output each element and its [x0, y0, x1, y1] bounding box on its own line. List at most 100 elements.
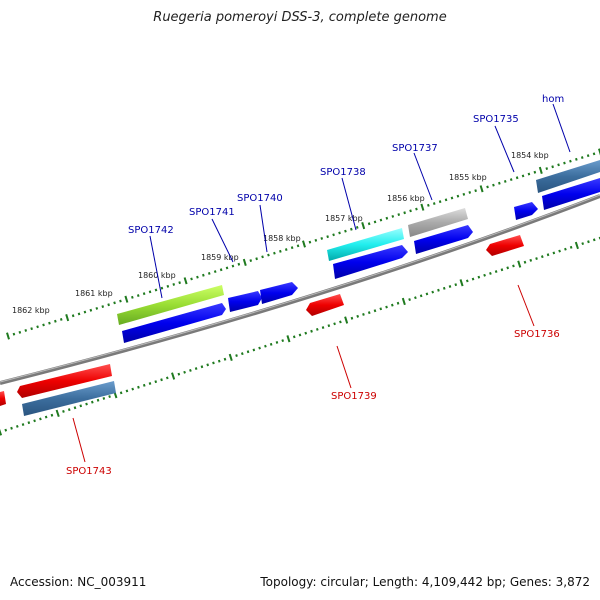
scale-tick [90, 400, 94, 404]
gene-label-hom[interactable]: hom [542, 94, 564, 105]
scale-tick [437, 288, 440, 292]
scale-tick [361, 222, 366, 230]
scale-tick [379, 307, 383, 311]
scale-tick [523, 260, 527, 264]
scale-tick [538, 166, 543, 174]
scale-ticks-bottom [0, 236, 600, 436]
gene-label-spo1738[interactable]: SPO1738 [320, 167, 366, 178]
scale-tick [246, 350, 250, 354]
scale-tick [207, 272, 211, 275]
scale-tick [314, 238, 318, 242]
scale-tick [459, 279, 464, 287]
feature-spo1743-cds[interactable] [22, 381, 116, 416]
gene-label-spo1742[interactable]: SPO1742 [128, 225, 174, 236]
scale-label: 1862 kbp [12, 306, 50, 315]
scale-tick [212, 361, 215, 365]
gene-label-spo1736[interactable]: SPO1736 [514, 329, 560, 340]
feature-spo1742-cds[interactable] [122, 303, 226, 343]
scale-tick [279, 249, 282, 253]
scale-tick [592, 238, 596, 242]
scale-tick [315, 327, 319, 331]
scale-tick [350, 316, 354, 320]
gene-label-spo1741[interactable]: SPO1741 [189, 207, 235, 218]
scale-tick [533, 170, 537, 174]
scale-tick [96, 398, 100, 402]
feature-spo1738[interactable] [327, 228, 404, 261]
scale-tick [431, 290, 435, 294]
scale-tick [281, 339, 285, 343]
scale-tick [592, 152, 596, 156]
gene-label-spo1743[interactable]: SPO1743 [66, 466, 112, 477]
feature-left-edge[interactable] [0, 391, 6, 406]
scale-label: 1857 kbp [325, 214, 363, 223]
scale-tick [327, 324, 331, 328]
feature-hom[interactable] [536, 160, 600, 193]
scale-tick [0, 428, 3, 436]
scale-label: 1858 kbp [263, 234, 301, 243]
scale-tick [154, 380, 158, 384]
scale-tick [465, 279, 469, 283]
scale-tick [551, 165, 554, 169]
scale-label: 1859 kbp [201, 253, 239, 262]
feature-spo1741[interactable] [228, 291, 262, 312]
scale-tick [290, 246, 294, 250]
feature-spo1742[interactable] [117, 285, 224, 325]
scale-tick [183, 277, 188, 285]
feature-spo1737[interactable] [408, 208, 468, 237]
scale-tick [515, 176, 519, 180]
gene-label-spo1737[interactable]: SPO1737 [392, 143, 438, 154]
gene-label-spo1739[interactable]: SPO1739 [331, 391, 377, 402]
scale-label: 1860 kbp [138, 271, 176, 280]
scale-tick [432, 202, 436, 205]
gene-label-spo1735[interactable]: SPO1735 [473, 114, 519, 125]
feature-spo1739[interactable] [306, 294, 344, 316]
scale-tick [48, 321, 51, 325]
scale-tick [540, 255, 544, 259]
scale-tick [71, 314, 75, 318]
scale-tick [261, 255, 264, 259]
feature-hom-cds[interactable] [542, 178, 600, 210]
scale-tick [569, 245, 573, 249]
gene-label-spo1740[interactable]: SPO1740 [237, 193, 283, 204]
scale-ticks-top [6, 148, 600, 340]
scale-tick [385, 305, 388, 309]
scale-tick [219, 268, 223, 272]
scale-tick [506, 266, 510, 270]
feature-spo1743[interactable] [17, 364, 112, 398]
scale-tick [527, 172, 531, 176]
scale-tick [535, 257, 538, 260]
scale-tick [190, 277, 193, 281]
scale-tick [189, 368, 192, 372]
scale-tick [50, 413, 54, 417]
scale-label: 1856 kbp [387, 194, 425, 203]
feature-spo1738-cds[interactable] [333, 245, 408, 279]
scale-tick [580, 156, 584, 159]
scale-tick [310, 329, 313, 333]
scale-tick [258, 346, 261, 350]
feature-spo1736[interactable] [486, 235, 524, 256]
scale-tick [479, 185, 484, 193]
scale-tick [308, 240, 312, 244]
scale-tick [390, 303, 394, 307]
scale-tick [124, 295, 129, 303]
reverse-features [0, 235, 524, 416]
scale-tick [33, 419, 36, 423]
scale-tick [462, 192, 466, 196]
scale-tick [509, 178, 513, 182]
scale-tick [414, 296, 417, 300]
scale-tick [471, 277, 475, 281]
scale-tick [54, 319, 57, 323]
scale-tick [521, 174, 525, 178]
feature-spo1735[interactable] [514, 202, 538, 220]
scale-tick [512, 264, 515, 268]
scale-tick [206, 363, 210, 367]
forward-features [117, 160, 600, 343]
feature-spo1740[interactable] [260, 282, 298, 304]
scale-tick [148, 382, 152, 385]
scale-tick [574, 241, 579, 250]
scale-tick [425, 292, 429, 296]
scale-tick [269, 342, 273, 346]
scale-tick [344, 316, 349, 324]
scale-tick [338, 231, 341, 235]
feature-spo1737-cds[interactable] [414, 225, 473, 254]
